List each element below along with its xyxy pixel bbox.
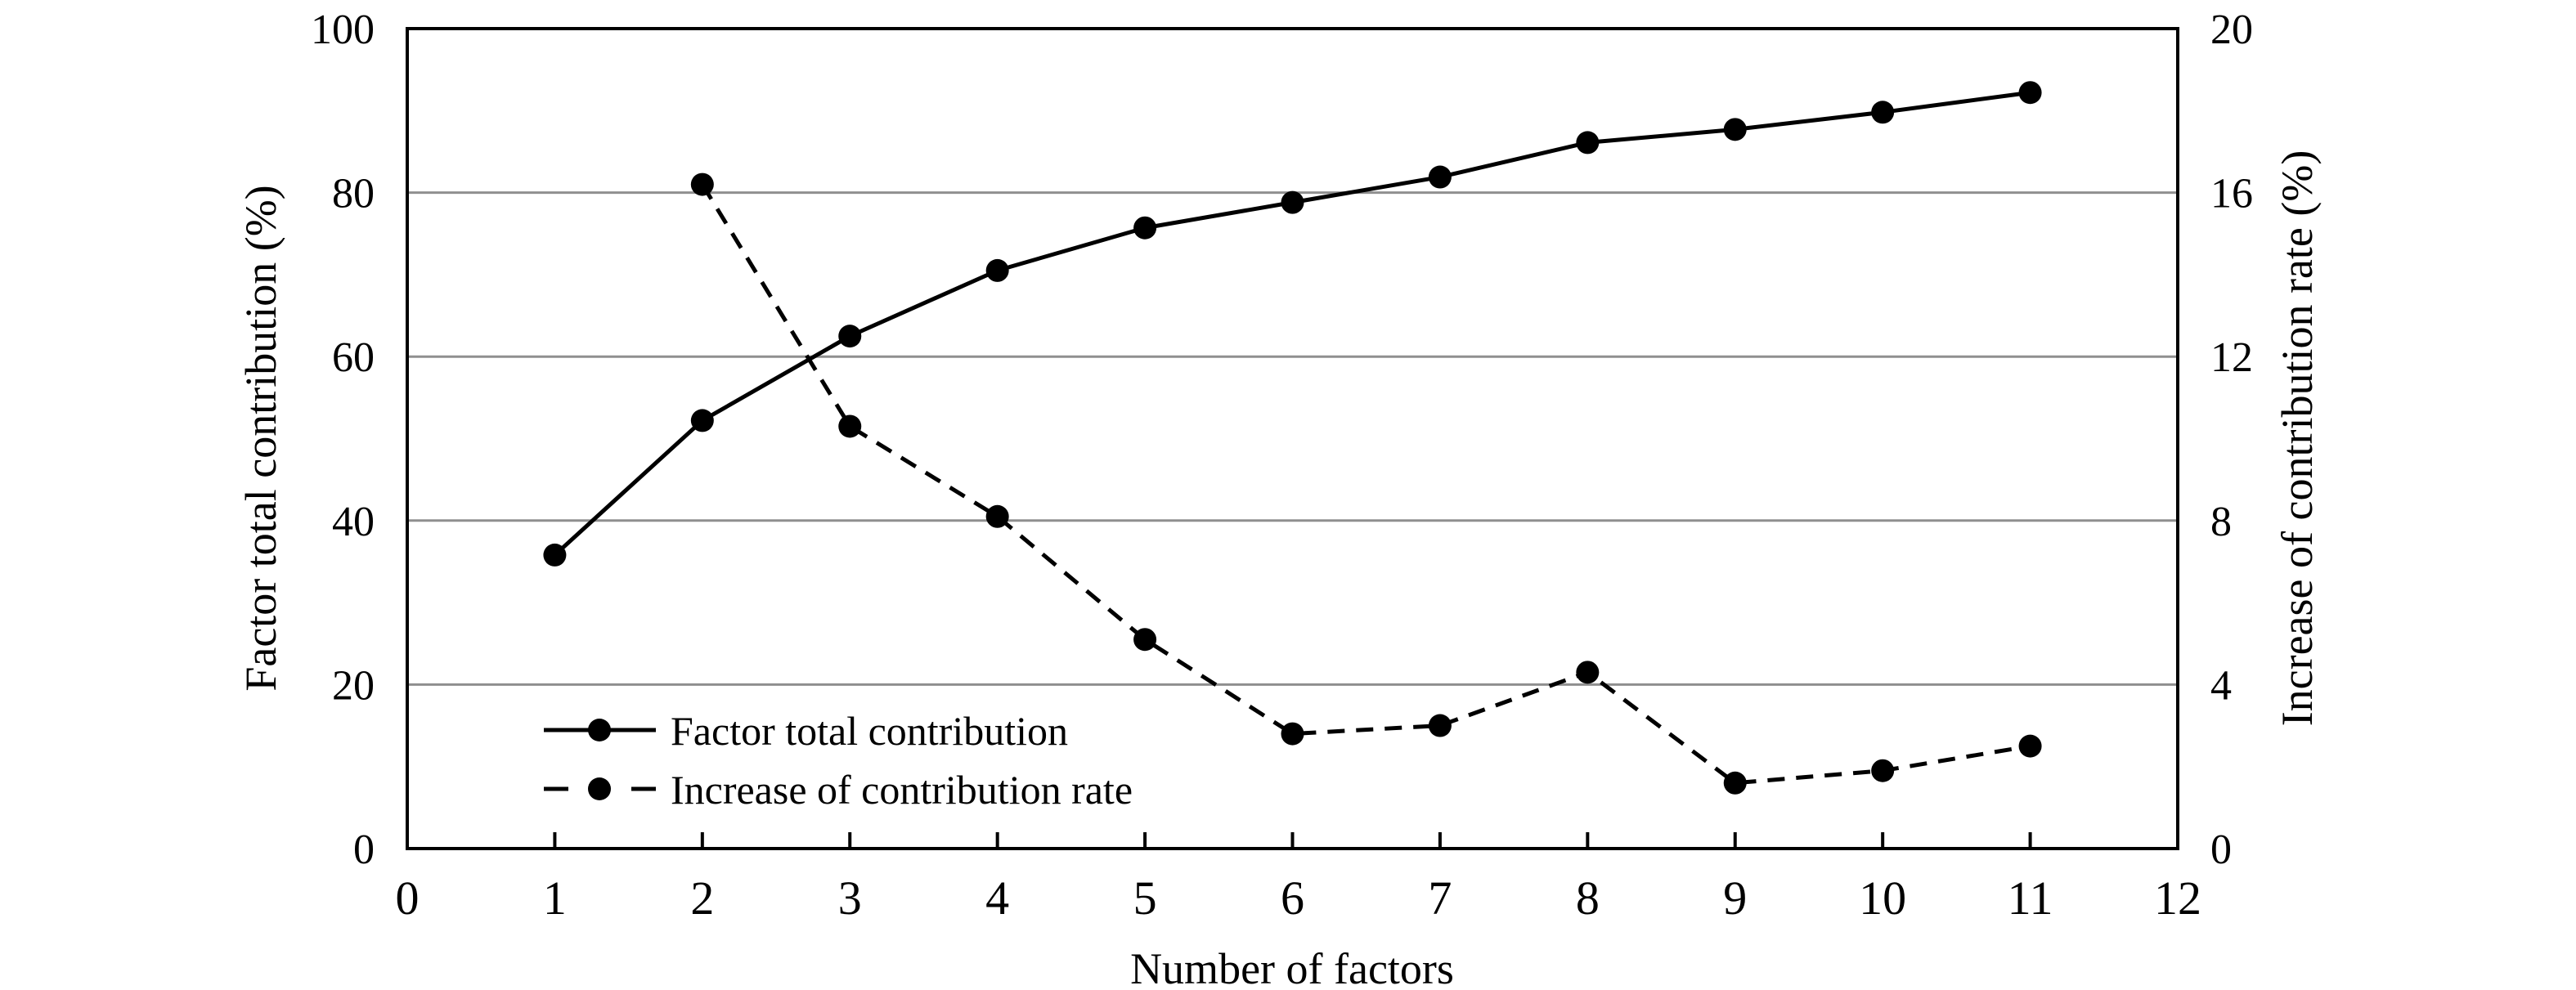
left-axis-title: Factor total contribution (%)	[236, 185, 285, 691]
data-point-factor-total-contribution	[1281, 190, 1304, 214]
right-axis-tick-label: 0	[2210, 826, 2232, 873]
legend: Factor total contribution Increase of co…	[544, 708, 1133, 813]
x-axis-tick-label: 6	[1281, 871, 1304, 925]
left-axis-tick-label: 20	[332, 662, 375, 709]
x-axis-tick-label: 4	[985, 871, 1009, 925]
right-axis-tick-label: 16	[2210, 171, 2253, 217]
x-axis-tick-label: 1	[543, 871, 567, 925]
legend-solid-marker	[588, 719, 611, 741]
data-point-increase-of-contribution-rate	[1133, 628, 1157, 652]
x-axis-tick-label: 8	[1576, 871, 1600, 925]
x-axis-tick-label: 5	[1133, 871, 1157, 925]
data-point-factor-total-contribution	[690, 409, 714, 432]
data-point-factor-total-contribution	[1428, 165, 1452, 189]
right-axis-tick-label: 8	[2210, 499, 2232, 545]
data-point-increase-of-contribution-rate	[1871, 759, 1895, 782]
left-axis-tick-label: 0	[353, 826, 375, 873]
legend-label-increase-of-contribution-rate: Increase of contribution rate	[671, 767, 1133, 813]
data-point-increase-of-contribution-rate	[838, 414, 862, 438]
series-layer	[543, 81, 2042, 795]
data-point-factor-total-contribution	[838, 325, 862, 348]
right-axis-tick-label: 12	[2210, 334, 2253, 381]
left-axis-tick-label: 60	[332, 334, 375, 381]
data-point-increase-of-contribution-rate	[1428, 714, 1452, 737]
data-point-factor-total-contribution	[1871, 101, 1895, 124]
legend-dashed-marker	[588, 777, 611, 800]
gridlines-layer	[409, 191, 2176, 686]
x-axis-tick-label: 11	[2008, 871, 2053, 925]
data-point-factor-total-contribution	[2018, 81, 2042, 105]
x-axis-tick-label: 3	[838, 871, 862, 925]
right-axis-tick-label: 4	[2210, 662, 2232, 709]
data-point-factor-total-contribution	[1576, 131, 1600, 155]
right-axis-title: Increase of contribution rate (%)	[2273, 150, 2322, 727]
data-point-increase-of-contribution-rate	[690, 172, 714, 196]
axis-ticks-layer	[553, 832, 2032, 849]
data-point-increase-of-contribution-rate	[2018, 734, 2042, 758]
legend-label-factor-total-contribution: Factor total contribution	[671, 708, 1068, 754]
data-point-factor-total-contribution	[1723, 118, 1747, 141]
left-axis-tick-label: 100	[311, 7, 375, 53]
series-line-increase-of-contribution-rate	[700, 183, 2031, 786]
data-point-factor-total-contribution	[1133, 216, 1157, 240]
x-axis-tick-label: 0	[396, 871, 420, 925]
x-axis-tick-label: 12	[2154, 871, 2201, 925]
data-point-factor-total-contribution	[985, 258, 1009, 282]
x-axis-tick-label: 7	[1428, 871, 1452, 925]
data-point-increase-of-contribution-rate	[985, 504, 1009, 528]
data-point-factor-total-contribution	[543, 543, 567, 567]
x-axis-tick-label: 10	[1859, 871, 1906, 925]
series-line-factor-total-contribution	[553, 90, 2031, 557]
left-axis-tick-label: 80	[332, 171, 375, 217]
x-axis-tick-label: 2	[690, 871, 714, 925]
left-axis-tick-label: 40	[332, 499, 375, 545]
x-axis-tick-label: 9	[1723, 871, 1747, 925]
x-axis-title: Number of factors	[1130, 944, 1454, 990]
data-point-increase-of-contribution-rate	[1281, 722, 1304, 746]
data-point-increase-of-contribution-rate	[1723, 771, 1747, 795]
right-axis-tick-label: 20	[2210, 7, 2253, 53]
data-point-increase-of-contribution-rate	[1576, 661, 1600, 684]
